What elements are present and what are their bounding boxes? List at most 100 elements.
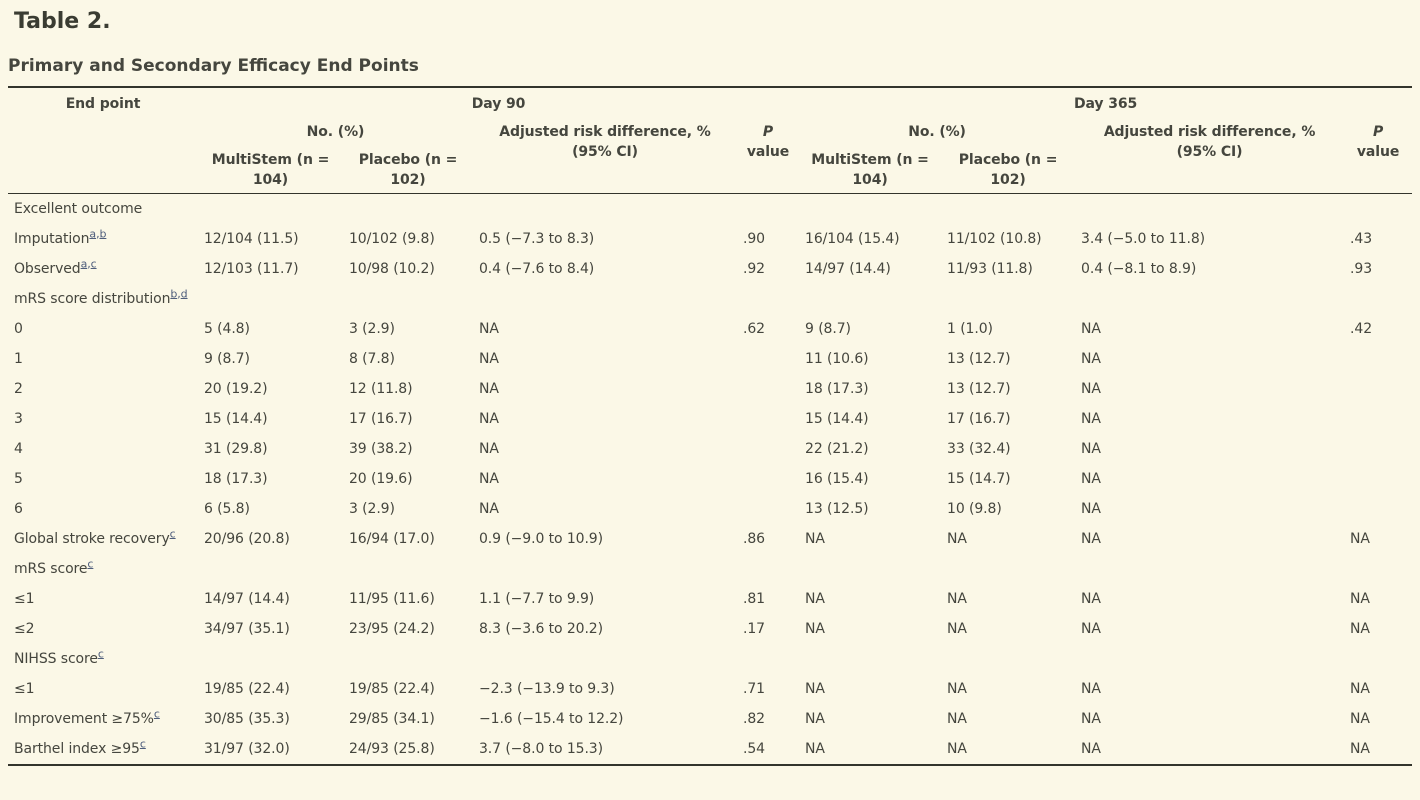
data-cell: NA (1350, 621, 1370, 637)
data-cell (737, 554, 799, 584)
footnote-marker: c (87, 557, 93, 570)
data-cell (473, 284, 737, 314)
data-cell (737, 644, 799, 674)
data-cell: NA (1350, 531, 1370, 547)
data-cell (1344, 494, 1412, 524)
footnote-link[interactable]: c (139, 737, 146, 751)
day90-multistem-header: MultiStem (n = 104) (211, 152, 330, 188)
data-cell (737, 464, 799, 494)
footnote-link[interactable]: c (97, 647, 104, 661)
data-cell: NA (479, 501, 499, 517)
data-cell: 10/98 (10.2) (349, 261, 435, 277)
data-cell (799, 284, 941, 314)
day90-placebo-header: Placebo (n = 102) (358, 152, 458, 188)
data-cell: 18 (17.3) (805, 381, 869, 397)
data-cell: NA (805, 531, 825, 547)
data-cell: NA (1081, 591, 1101, 607)
data-cell (941, 554, 1075, 584)
data-cell: 39 (38.2) (349, 441, 413, 457)
data-cell (737, 434, 799, 464)
data-cell: NA (479, 381, 499, 397)
table-row: mRS scorec (8, 554, 1412, 584)
table-row: ≤1 14/97 (14.4) 11/95 (11.6) 1.1 (−7.7 to 9… (8, 584, 1412, 614)
table-number-title: Table 2. (14, 9, 111, 34)
data-cell: .71 (743, 681, 765, 697)
footnote-link[interactable]: a (89, 227, 97, 241)
data-cell (941, 644, 1075, 674)
data-cell: 0.4 (−7.6 to 8.4) (479, 261, 595, 277)
footnote-link[interactable]: b (99, 227, 107, 241)
endpoint-cell: Improvement ≥75%c (8, 704, 198, 734)
data-cell: NA (947, 681, 967, 697)
endpoint-label: ≤1 (14, 681, 35, 697)
data-cell: 3.7 (−8.0 to 15.3) (479, 741, 603, 757)
data-cell (1344, 194, 1412, 225)
endpoint-cell: Imputationa,b (8, 224, 198, 254)
data-cell: 5 (4.8) (204, 321, 250, 337)
footnote-link[interactable]: c (90, 257, 97, 271)
data-cell (737, 284, 799, 314)
table-row: mRS score distributionb,d (8, 284, 1412, 314)
data-cell: 20 (19.6) (349, 471, 413, 487)
table-row: Global stroke recoveryc 20/96 (20.8) 16/94… (8, 524, 1412, 554)
day90-group-header: Day 90 (471, 96, 526, 112)
table-row: Improvement ≥75%c 30/85 (35.3) 29/85 (34.1… (8, 704, 1412, 734)
data-cell: 0.4 (−8.1 to 8.9) (1081, 261, 1197, 277)
endpoint-column-header: End point (65, 96, 141, 112)
data-cell: .43 (1350, 231, 1372, 247)
table-row: NIHSS scorec (8, 644, 1412, 674)
data-cell: .62 (743, 321, 765, 337)
data-cell: 22 (21.2) (805, 441, 869, 457)
data-cell: 15 (14.7) (947, 471, 1011, 487)
endpoint-cell: 4 (8, 434, 198, 464)
data-cell: NA (1081, 321, 1101, 337)
risk-difference-line1: Adjusted risk difference, % (499, 124, 711, 140)
footnote-link[interactable]: d (180, 287, 188, 301)
data-cell: NA (947, 621, 967, 637)
data-cell (198, 644, 343, 674)
data-cell: 11/93 (11.8) (947, 261, 1033, 277)
data-cell: NA (805, 681, 825, 697)
data-cell: .90 (743, 231, 765, 247)
data-cell (737, 494, 799, 524)
endpoint-label: 6 (14, 501, 23, 517)
data-cell (1075, 644, 1344, 674)
data-cell: −2.3 (−13.9 to 9.3) (479, 681, 615, 697)
data-cell (1344, 404, 1412, 434)
endpoint-cell: Global stroke recoveryc (8, 524, 198, 554)
data-cell: .42 (1350, 321, 1372, 337)
data-cell: 12 (11.8) (349, 381, 413, 397)
data-cell: 15 (14.4) (805, 411, 869, 427)
data-cell: 1.1 (−7.7 to 9.9) (479, 591, 595, 607)
footnote-marker: c (98, 647, 104, 660)
footnote-link[interactable]: c (87, 557, 94, 571)
endpoint-label: mRS score distribution (14, 291, 171, 307)
data-cell: 31 (29.8) (204, 441, 268, 457)
data-cell: 0.5 (−7.3 to 8.3) (479, 231, 595, 247)
footnote-link[interactable]: c (169, 527, 176, 541)
table-row: 4 31 (29.8) 39 (38.2) NA 22 (21.2) 33 (32.4) N… (8, 434, 1412, 464)
data-cell: NA (479, 471, 499, 487)
endpoint-cell: ≤1 (8, 674, 198, 704)
data-cell: NA (479, 411, 499, 427)
data-cell: 11 (10.6) (805, 351, 869, 367)
data-cell: NA (805, 591, 825, 607)
table-row: 2 20 (19.2) 12 (11.8) NA 18 (17.3) 13 (12.7) N… (8, 374, 1412, 404)
table-row: 3 15 (14.4) 17 (16.7) NA 15 (14.4) 17 (16.7) N… (8, 404, 1412, 434)
endpoint-cell: 6 (8, 494, 198, 524)
data-cell (737, 404, 799, 434)
data-cell: NA (1081, 531, 1101, 547)
data-cell: NA (479, 351, 499, 367)
footnote-link[interactable]: b (170, 287, 178, 301)
data-cell: 13 (12.7) (947, 381, 1011, 397)
data-cell: NA (1081, 471, 1101, 487)
table-row: Barthel index ≥95c 31/97 (32.0) 24/93 (25.… (8, 734, 1412, 765)
table-row: Excellent outcome (8, 194, 1412, 225)
footnote-marker: a,c (80, 257, 97, 271)
data-cell: −1.6 (−15.4 to 12.2) (479, 711, 624, 727)
endpoint-cell: Observeda,c (8, 254, 198, 284)
footnote-link[interactable]: a (80, 257, 88, 271)
data-cell (1075, 554, 1344, 584)
endpoint-cell: 3 (8, 404, 198, 434)
footnote-link[interactable]: c (153, 707, 160, 721)
